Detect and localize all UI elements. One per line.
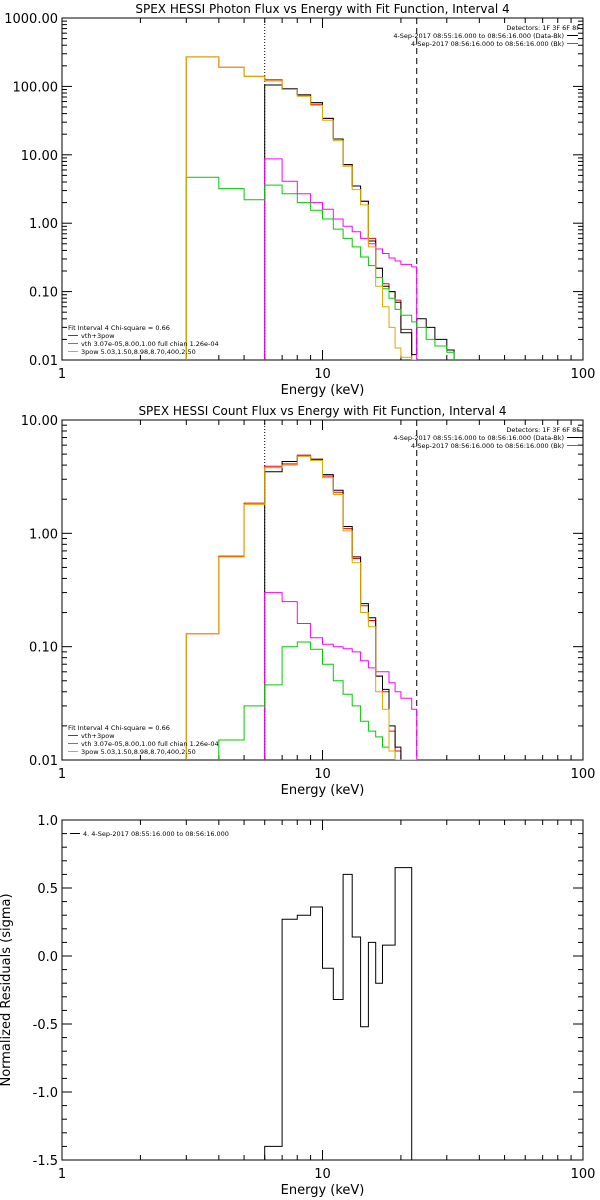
legend-entry: 3pow 5.03,1.50,8.98,8.70,400,2.50 xyxy=(81,348,196,356)
y-tick-label: 1.00 xyxy=(29,527,58,542)
x-tick-label: 10 xyxy=(314,767,331,782)
legend-entry: vth 3.07e-05,8.00,1.00 full chian 1.26e-… xyxy=(81,340,219,348)
y-tick-label: 1.00 xyxy=(29,217,58,232)
legend-entry: vth+3pow xyxy=(81,732,115,740)
count-flux-panel: 1 10 100 0.01 0.10 1.00 10.00 SPEX HESSI Count … xyxy=(21,404,596,798)
plot-frame xyxy=(61,819,584,1161)
chart-title: SPEX HESSI Photon Flux vs Energy with Fi… xyxy=(135,2,509,16)
y-tick-label: -0.5 xyxy=(33,1018,58,1033)
series-data-bk xyxy=(264,84,455,360)
y-tick-label: 0.01 xyxy=(29,354,58,369)
y-axis-label: Normalized Residuals (sigma) xyxy=(0,893,14,1086)
y-tick-label: 1.0 xyxy=(37,814,58,829)
series-3pow xyxy=(185,455,417,760)
legend-entry: 4-Sep-2017 08:55:16.000 to 08:56:16.000 … xyxy=(393,32,564,40)
legend-entry: Fit Interval 4 Chi-square = 0.66 xyxy=(68,724,170,732)
legend-entry: 4-Sep-2017 08:55:16.000 to 08:56:16.000 … xyxy=(393,434,564,442)
residuals-panel: 1 10 100 -1.5 -1.0 -0.5 0.0 0.5 1.0 Energy (keV) N… xyxy=(0,814,595,1198)
legend-entry: Detectors: 1F 3F 6F 8F xyxy=(506,24,580,32)
x-tick-label: 1 xyxy=(58,1167,66,1182)
y-tick-label: 0.10 xyxy=(29,286,58,301)
x-tick-label: 100 xyxy=(571,767,596,782)
x-tick-label: 10 xyxy=(314,1167,331,1182)
y-tick-label: -1.5 xyxy=(33,1154,58,1169)
series-vth-3pow xyxy=(185,454,417,760)
y-tick-label: 10.00 xyxy=(21,149,58,164)
y-tick-label: 0.10 xyxy=(29,641,58,656)
photon-flux-panel: 1 10 100 0.01 0.10 1.00 10.00 100.00 1000.00 SPEX… xyxy=(4,2,595,398)
y-tick-label: -1.0 xyxy=(33,1086,58,1101)
series-vth-3pow xyxy=(185,56,417,360)
series-bk xyxy=(264,592,418,760)
series-data-bk xyxy=(264,455,417,760)
series-vth xyxy=(218,641,417,760)
y-tick-label: 100.00 xyxy=(13,80,59,95)
legend-entry: Detectors: 1F 3F 6F 8F xyxy=(506,426,580,434)
x-axis-label: Energy (keV) xyxy=(281,783,365,798)
legend-entry: 4-Sep-2017 08:56:16.000 to 08:56:16.000 … xyxy=(411,442,564,450)
y-tick-label: 1000.00 xyxy=(4,12,58,27)
x-axis-label: Energy (keV) xyxy=(281,383,365,398)
legend-entry: vth 3.07e-05,8.00,1.00 full chian 1.26e-… xyxy=(81,740,219,748)
x-axis-label: Energy (keV) xyxy=(281,1183,365,1198)
x-tick-label: 1 xyxy=(58,367,66,382)
legend-entry: 4. 4-Sep-2017 08:55:16.000 to 08:56:16.0… xyxy=(83,830,229,838)
legend-entry: 4-Sep-2017 08:56:16.000 to 08:56:16.000 … xyxy=(411,40,564,48)
series-3pow xyxy=(185,56,417,360)
y-tick-label: 0.5 xyxy=(37,882,58,897)
y-tick-label: 0.01 xyxy=(29,754,58,769)
series-bk xyxy=(264,158,418,360)
legend-entry: vth+3pow xyxy=(81,332,115,340)
x-tick-label: 1 xyxy=(58,767,66,782)
series-vth xyxy=(185,176,455,360)
x-tick-label: 100 xyxy=(571,367,596,382)
chart-title: SPEX HESSI Count Flux vs Energy with Fit… xyxy=(138,404,506,418)
y-tick-label: 0.0 xyxy=(37,950,58,965)
series-residuals xyxy=(264,867,417,1160)
plot-frame xyxy=(61,17,584,361)
legend-entry: Fit Interval 4 Chi-square = 0.66 xyxy=(68,324,170,332)
legend-entry: 3pow 5.03,1.50,8.98,8.70,400,2.50 xyxy=(81,748,196,756)
x-tick-label: 100 xyxy=(571,1167,596,1182)
y-tick-label: 10.00 xyxy=(21,414,58,429)
x-tick-label: 10 xyxy=(314,367,331,382)
